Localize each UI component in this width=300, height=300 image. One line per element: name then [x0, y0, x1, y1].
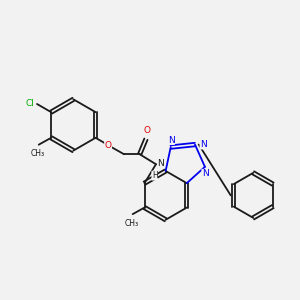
Text: N: N: [200, 140, 207, 149]
Text: N: N: [158, 159, 164, 168]
Text: O: O: [143, 127, 150, 136]
Text: H: H: [152, 171, 158, 180]
Text: O: O: [105, 141, 112, 150]
Text: Cl: Cl: [26, 99, 34, 108]
Text: CH₃: CH₃: [125, 218, 139, 227]
Text: CH₃: CH₃: [31, 149, 45, 158]
Text: N: N: [168, 136, 174, 145]
Text: N: N: [202, 169, 208, 178]
